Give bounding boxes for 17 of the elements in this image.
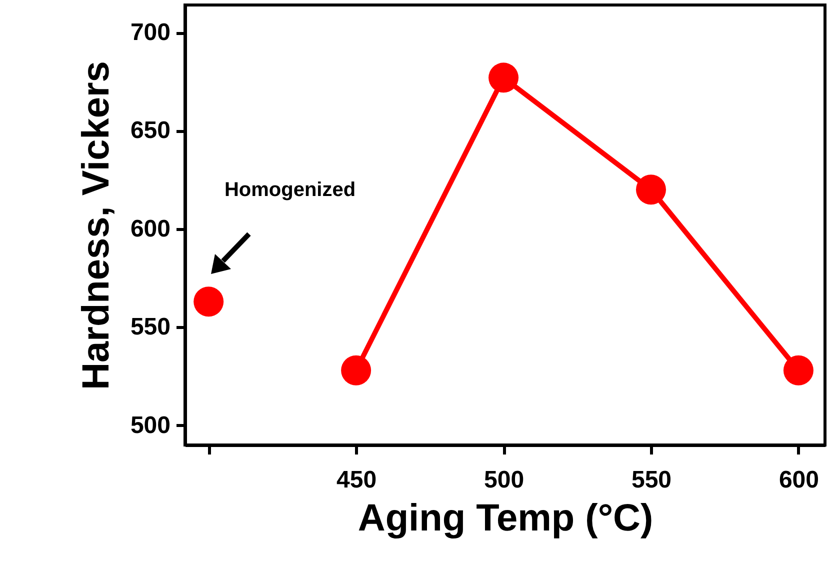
y-tick-label: 650 <box>130 117 170 144</box>
point <box>783 355 814 386</box>
y-tick-label: 550 <box>130 314 170 341</box>
y-tick-label: 600 <box>130 215 170 242</box>
point <box>636 174 666 205</box>
x-tick-label: 600 <box>778 466 819 494</box>
annotation: Homogenized <box>224 179 356 201</box>
y-axis-title: Hardness, Vickers <box>75 61 118 390</box>
y-tick-label: 700 <box>130 19 170 46</box>
x-tick-label: 450 <box>336 466 377 494</box>
x-axis-title: Aging Temp (°C) <box>358 498 654 540</box>
y-tick-label: 500 <box>130 412 170 439</box>
x-tick-label: 500 <box>484 466 524 494</box>
point <box>488 62 519 93</box>
point <box>341 355 372 386</box>
point <box>194 286 224 317</box>
x-tick-label: 550 <box>631 466 672 494</box>
